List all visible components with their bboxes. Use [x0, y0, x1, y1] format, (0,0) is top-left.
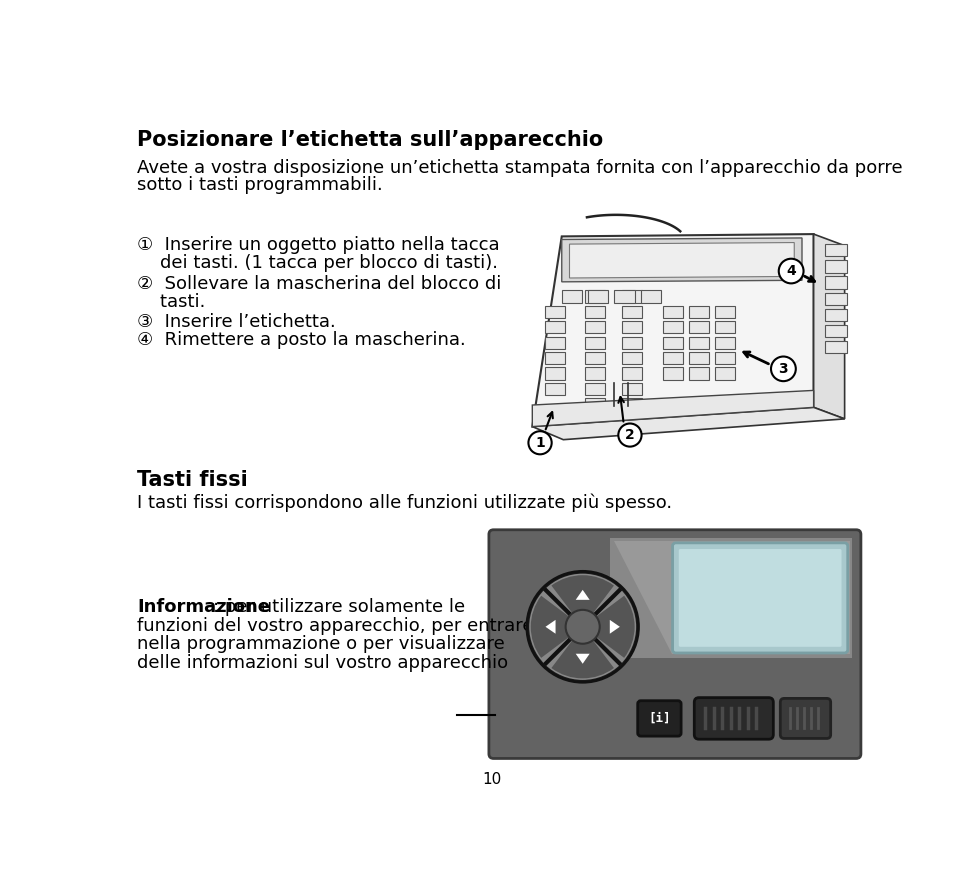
- Polygon shape: [585, 306, 605, 318]
- Text: ②  Sollevare la mascherina del blocco di: ② Sollevare la mascherina del blocco di: [137, 275, 501, 293]
- Wedge shape: [583, 596, 635, 657]
- Polygon shape: [715, 352, 735, 364]
- FancyBboxPatch shape: [694, 698, 774, 739]
- Polygon shape: [689, 352, 709, 364]
- Polygon shape: [585, 352, 605, 364]
- Polygon shape: [544, 306, 564, 318]
- Text: funzioni del vostro apparecchio, per entrare: funzioni del vostro apparecchio, per ent…: [137, 616, 534, 635]
- Wedge shape: [551, 575, 614, 627]
- Polygon shape: [662, 368, 683, 380]
- Wedge shape: [531, 596, 583, 657]
- Circle shape: [779, 259, 804, 284]
- Circle shape: [565, 610, 600, 644]
- Polygon shape: [569, 243, 794, 278]
- Polygon shape: [532, 408, 845, 440]
- Polygon shape: [544, 321, 564, 334]
- Polygon shape: [544, 383, 564, 395]
- Polygon shape: [662, 321, 683, 334]
- Polygon shape: [715, 321, 735, 334]
- Polygon shape: [826, 244, 847, 256]
- Polygon shape: [585, 368, 605, 380]
- Polygon shape: [585, 290, 605, 302]
- Text: delle informazioni sul vostro apparecchio: delle informazioni sul vostro apparecchi…: [137, 654, 508, 672]
- Polygon shape: [826, 309, 847, 321]
- Text: 3: 3: [779, 362, 788, 376]
- FancyBboxPatch shape: [780, 698, 830, 739]
- Polygon shape: [545, 620, 556, 633]
- Text: Informazione: Informazione: [137, 599, 270, 616]
- Text: Posizionare l’etichetta sull’apparecchio: Posizionare l’etichetta sull’apparecchio: [137, 130, 603, 150]
- Text: I tasti fissi corrispondono alle funzioni utilizzate più spesso.: I tasti fissi corrispondono alle funzion…: [137, 493, 672, 512]
- Text: [i]: [i]: [648, 712, 671, 725]
- Polygon shape: [585, 398, 605, 410]
- Polygon shape: [588, 290, 609, 302]
- FancyBboxPatch shape: [489, 530, 861, 758]
- Circle shape: [618, 424, 641, 447]
- Polygon shape: [610, 538, 852, 657]
- Polygon shape: [614, 290, 635, 302]
- Polygon shape: [532, 234, 814, 426]
- Polygon shape: [826, 325, 847, 337]
- Circle shape: [528, 431, 552, 454]
- FancyBboxPatch shape: [673, 543, 848, 653]
- Text: dei tasti. (1 tacca per blocco di tasti).: dei tasti. (1 tacca per blocco di tasti)…: [137, 254, 498, 272]
- Polygon shape: [826, 277, 847, 289]
- Polygon shape: [585, 336, 605, 349]
- Polygon shape: [622, 290, 642, 302]
- Polygon shape: [622, 306, 642, 318]
- Text: tasti.: tasti.: [137, 293, 205, 310]
- Polygon shape: [622, 352, 642, 364]
- Text: 1: 1: [535, 436, 545, 450]
- Polygon shape: [826, 293, 847, 305]
- Polygon shape: [689, 336, 709, 349]
- Polygon shape: [576, 590, 589, 599]
- Polygon shape: [585, 383, 605, 395]
- Polygon shape: [544, 368, 564, 380]
- Text: 10: 10: [482, 772, 502, 787]
- FancyBboxPatch shape: [679, 549, 842, 647]
- Polygon shape: [662, 336, 683, 349]
- Polygon shape: [826, 260, 847, 273]
- Polygon shape: [689, 321, 709, 334]
- Polygon shape: [622, 321, 642, 334]
- Polygon shape: [622, 336, 642, 349]
- Text: Avete a vostra disposizione un’etichetta stampata fornita con l’apparecchio da p: Avete a vostra disposizione un’etichetta…: [137, 160, 902, 178]
- Text: Tasti fissi: Tasti fissi: [137, 470, 248, 491]
- Polygon shape: [622, 398, 642, 410]
- Polygon shape: [576, 654, 589, 664]
- Polygon shape: [532, 391, 814, 426]
- Polygon shape: [562, 290, 582, 302]
- Polygon shape: [826, 341, 847, 353]
- Polygon shape: [662, 352, 683, 364]
- Text: : per utilizzare solamente le: : per utilizzare solamente le: [213, 599, 466, 616]
- Text: ④  Rimettere a posto la mascherina.: ④ Rimettere a posto la mascherina.: [137, 331, 466, 349]
- Polygon shape: [585, 321, 605, 334]
- Polygon shape: [622, 383, 642, 395]
- Polygon shape: [613, 541, 850, 654]
- Text: 4: 4: [786, 264, 796, 278]
- Polygon shape: [641, 290, 660, 302]
- Polygon shape: [562, 238, 802, 282]
- FancyBboxPatch shape: [637, 701, 681, 736]
- Polygon shape: [715, 368, 735, 380]
- Text: ①  Inserire un oggetto piatto nella tacca: ① Inserire un oggetto piatto nella tacca: [137, 236, 499, 254]
- Polygon shape: [544, 352, 564, 364]
- Text: nella programmazione o per visualizzare: nella programmazione o per visualizzare: [137, 635, 505, 653]
- Polygon shape: [544, 336, 564, 349]
- Circle shape: [529, 574, 636, 680]
- Polygon shape: [662, 306, 683, 318]
- Polygon shape: [715, 336, 735, 349]
- Polygon shape: [610, 620, 620, 633]
- Polygon shape: [689, 368, 709, 380]
- Circle shape: [527, 572, 638, 682]
- Text: ③  Inserire l’etichetta.: ③ Inserire l’etichetta.: [137, 313, 336, 332]
- Text: 2: 2: [625, 428, 635, 442]
- Wedge shape: [551, 627, 614, 679]
- Circle shape: [771, 357, 796, 381]
- Text: sotto i tasti programmabili.: sotto i tasti programmabili.: [137, 177, 383, 194]
- Polygon shape: [715, 306, 735, 318]
- Polygon shape: [622, 368, 642, 380]
- Polygon shape: [689, 306, 709, 318]
- Polygon shape: [814, 234, 845, 419]
